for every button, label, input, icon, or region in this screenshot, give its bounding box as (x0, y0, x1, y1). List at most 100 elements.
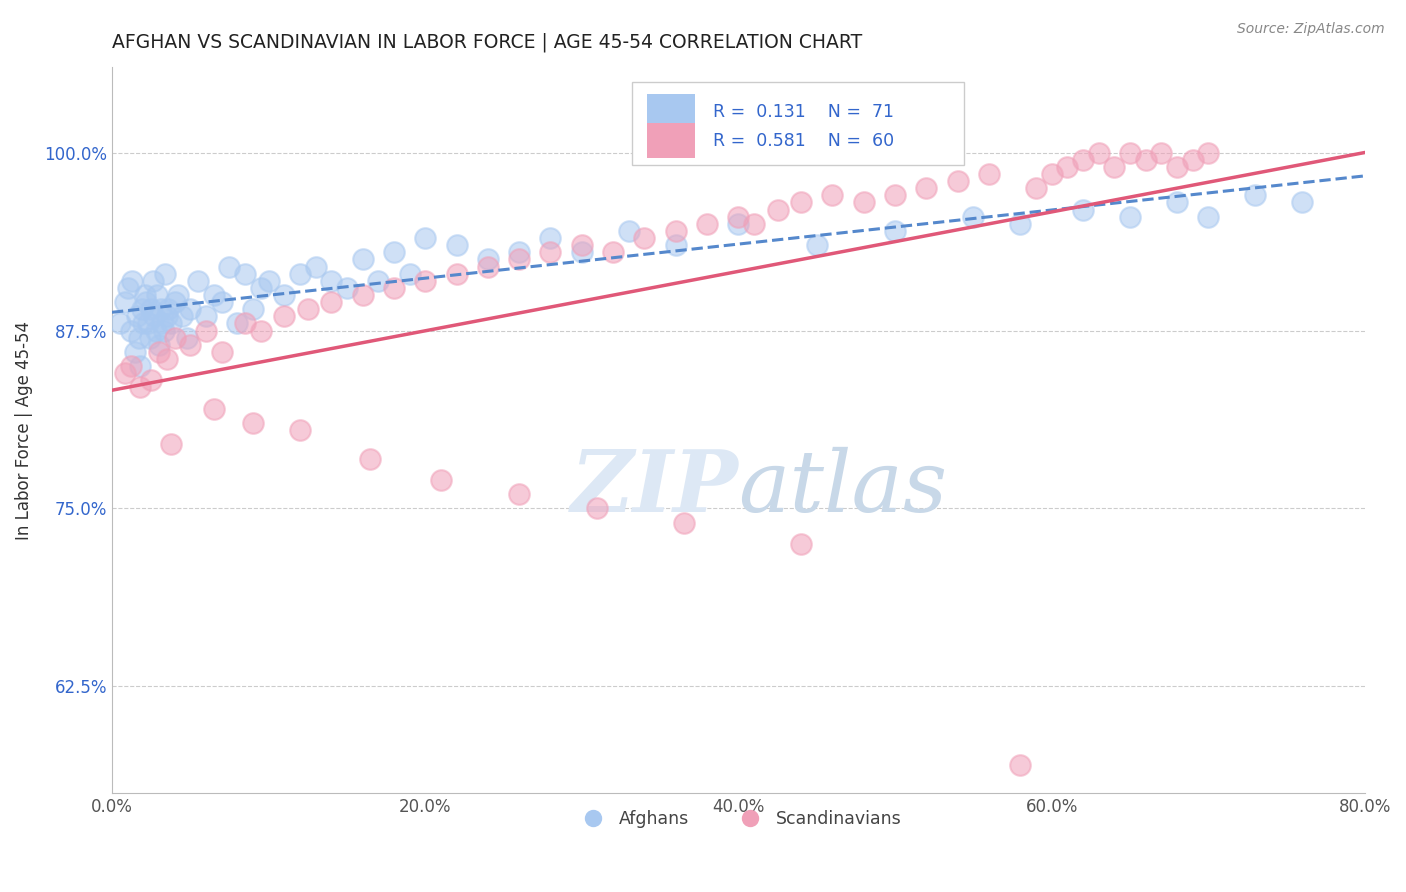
Point (915, 181, 938, 195)
Text: R =  0.131    N =  71: R = 0.131 N = 71 (713, 103, 894, 120)
Point (884, 224, 907, 238)
Point (194, 324, 217, 338)
Point (977, 167, 1000, 181)
Point (172, 310, 194, 324)
Point (1071, 202, 1094, 217)
Point (233, 267, 256, 281)
Point (321, 295, 343, 310)
Point (132, 317, 155, 331)
Point (211, 295, 233, 310)
Point (257, 274, 280, 288)
Point (136, 317, 159, 331)
Point (218, 260, 240, 274)
Point (129, 380, 152, 394)
Point (194, 310, 217, 324)
Point (413, 231, 436, 245)
Point (129, 359, 152, 373)
Point (1056, 160, 1078, 174)
Point (1135, 153, 1157, 167)
Point (672, 516, 695, 530)
Point (179, 338, 201, 352)
FancyBboxPatch shape (647, 123, 695, 158)
Point (742, 217, 765, 231)
Point (477, 252, 499, 267)
Point (946, 174, 969, 188)
Point (242, 416, 264, 430)
Point (120, 359, 142, 373)
Point (1166, 160, 1188, 174)
Point (160, 437, 183, 451)
Point (1166, 195, 1188, 210)
Point (398, 267, 420, 281)
Point (148, 338, 170, 352)
Point (233, 317, 256, 331)
Point (766, 202, 789, 217)
Point (790, 195, 813, 210)
Point (134, 288, 156, 302)
Point (430, 473, 453, 487)
Point (155, 267, 177, 281)
Point (413, 274, 436, 288)
Point (120, 324, 142, 338)
Point (297, 302, 319, 317)
Point (790, 537, 813, 551)
Point (211, 344, 233, 359)
Point (242, 302, 264, 317)
Point (446, 238, 468, 252)
Point (821, 188, 844, 202)
Point (150, 317, 173, 331)
Point (508, 245, 530, 260)
Point (1119, 210, 1142, 224)
Text: Source: ZipAtlas.com: Source: ZipAtlas.com (1237, 22, 1385, 37)
Point (336, 281, 359, 295)
Point (382, 281, 405, 295)
Text: AFGHAN VS SCANDINAVIAN IN LABOR FORCE | AGE 45-54 CORRELATION CHART: AFGHAN VS SCANDINAVIAN IN LABOR FORCE | … (112, 33, 862, 53)
Point (1197, 210, 1219, 224)
FancyBboxPatch shape (631, 82, 965, 165)
Point (131, 302, 153, 317)
Point (124, 344, 146, 359)
Legend: Afghans, Scandinavians: Afghans, Scandinavians (568, 803, 908, 835)
Point (163, 295, 186, 310)
Point (1181, 153, 1204, 167)
Point (143, 310, 166, 324)
Point (508, 487, 530, 501)
Point (138, 331, 160, 345)
Point (187, 274, 209, 288)
Point (288, 423, 311, 437)
Point (142, 274, 165, 288)
Point (665, 224, 688, 238)
Point (367, 274, 389, 288)
Point (160, 317, 183, 331)
Point (135, 295, 157, 310)
Point (108, 317, 131, 331)
Point (202, 288, 225, 302)
Point (166, 288, 188, 302)
FancyBboxPatch shape (647, 95, 695, 129)
Point (1119, 145, 1142, 160)
Point (202, 401, 225, 416)
Point (508, 252, 530, 267)
Point (1291, 195, 1313, 210)
Point (176, 331, 198, 345)
Point (586, 501, 609, 516)
Point (145, 324, 167, 338)
Point (117, 281, 139, 295)
Point (1102, 160, 1125, 174)
Point (179, 302, 201, 317)
Point (152, 324, 174, 338)
Point (696, 217, 718, 231)
Point (382, 245, 405, 260)
Point (139, 373, 162, 387)
Point (288, 267, 311, 281)
Point (1150, 145, 1173, 160)
Point (540, 245, 562, 260)
Point (727, 210, 749, 224)
Point (114, 366, 136, 380)
Point (273, 288, 295, 302)
Point (128, 331, 150, 345)
Point (1040, 167, 1063, 181)
Point (121, 274, 143, 288)
Point (1010, 217, 1032, 231)
Point (273, 310, 295, 324)
